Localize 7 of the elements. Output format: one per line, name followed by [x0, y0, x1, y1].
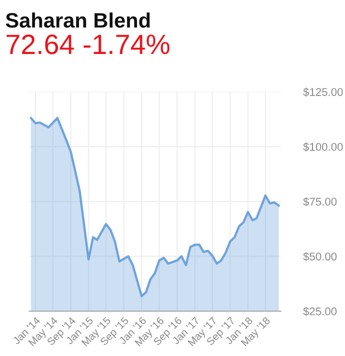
y-tick-label: $75.00 [303, 197, 337, 206]
chart-title: Saharan Blend [6, 12, 150, 28]
y-tick-label: $50.00 [303, 252, 337, 262]
y-tick-label: $125.00 [303, 88, 343, 97]
y-tick-label: $25.00 [303, 306, 337, 316]
y-tick-label: $100.00 [303, 142, 343, 152]
chart-subtitle: 72.64 -1.74% [6, 34, 170, 54]
